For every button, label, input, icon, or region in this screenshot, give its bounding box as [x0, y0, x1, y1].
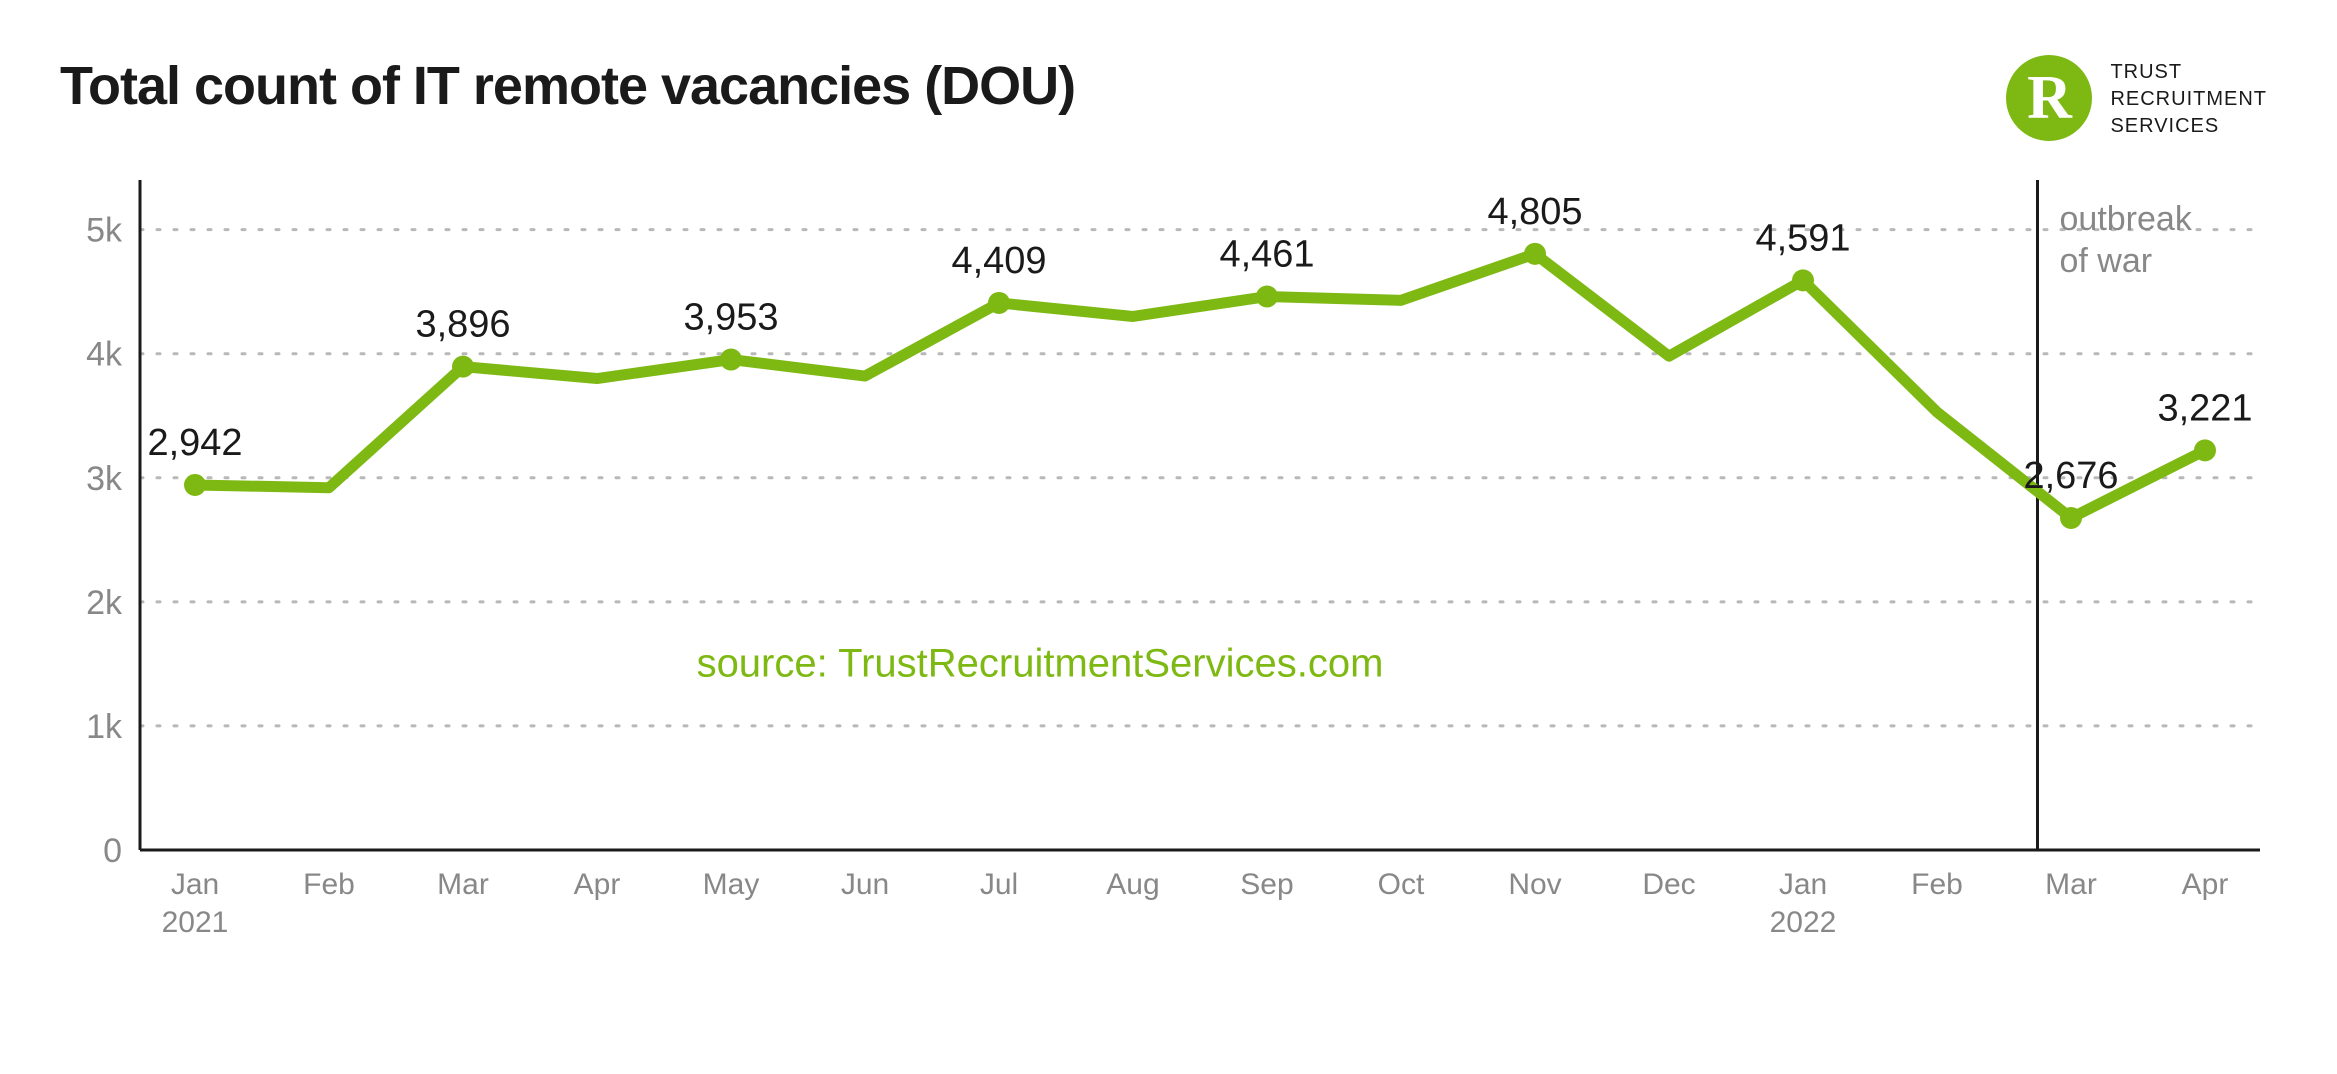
svg-text:0: 0 — [103, 832, 122, 870]
brand-logo-icon: R — [2006, 55, 2092, 141]
chart-title: Total count of IT remote vacancies (DOU) — [60, 55, 1075, 117]
svg-text:Mar: Mar — [2045, 868, 2097, 901]
svg-text:4k: 4k — [86, 336, 123, 374]
svg-text:Feb: Feb — [303, 868, 355, 901]
svg-text:2k: 2k — [86, 584, 123, 622]
chart-plot-area: 0 1k 2k 3k 4k 5k Jan 2021 Feb Mar Apr May Jun Jul Aug S… — [60, 170, 2277, 950]
svg-text:Jan: Jan — [1779, 868, 1827, 901]
svg-text:2,676: 2,676 — [2023, 455, 2118, 497]
line-chart-svg: 0 1k 2k 3k 4k 5k Jan 2021 Feb Mar Apr May Jun Jul Aug S… — [60, 170, 2277, 950]
svg-text:Apr: Apr — [574, 868, 621, 901]
svg-text:4,805: 4,805 — [1487, 191, 1582, 233]
svg-text:Jun: Jun — [841, 868, 889, 901]
svg-text:4,591: 4,591 — [1755, 217, 1850, 259]
svg-text:4,461: 4,461 — [1219, 234, 1314, 276]
svg-text:source: TrustRecruitmentServic: source: TrustRecruitmentServices.com — [697, 641, 1384, 685]
svg-text:3,953: 3,953 — [683, 297, 778, 339]
brand-logo-text: TRUST RECRUITMENT SERVICES — [2110, 55, 2267, 140]
svg-text:Dec: Dec — [1642, 868, 1695, 901]
chart-container: Total count of IT remote vacancies (DOU)… — [0, 0, 2337, 1074]
svg-text:4,409: 4,409 — [951, 240, 1046, 282]
svg-text:1k: 1k — [86, 708, 123, 746]
svg-text:Apr: Apr — [2182, 868, 2229, 901]
brand-logo: R TRUST RECRUITMENT SERVICES — [2006, 55, 2267, 141]
svg-text:Aug: Aug — [1106, 868, 1159, 901]
svg-text:Jul: Jul — [980, 868, 1018, 901]
svg-text:of war: of war — [2060, 242, 2153, 280]
svg-text:2,942: 2,942 — [147, 422, 242, 464]
svg-text:Sep: Sep — [1240, 868, 1293, 901]
svg-text:Oct: Oct — [1378, 868, 1425, 901]
svg-text:2022: 2022 — [1770, 906, 1837, 939]
svg-text:outbreak: outbreak — [2060, 200, 2193, 238]
svg-text:Jan: Jan — [171, 868, 219, 901]
svg-text:Feb: Feb — [1911, 868, 1963, 901]
svg-text:3,896: 3,896 — [415, 304, 510, 346]
svg-text:Nov: Nov — [1508, 868, 1561, 901]
svg-text:Mar: Mar — [437, 868, 489, 901]
svg-text:May: May — [703, 868, 760, 901]
svg-text:2021: 2021 — [162, 906, 229, 939]
svg-text:3k: 3k — [86, 460, 123, 498]
svg-text:5k: 5k — [86, 212, 123, 250]
svg-text:3,221: 3,221 — [2157, 387, 2252, 429]
